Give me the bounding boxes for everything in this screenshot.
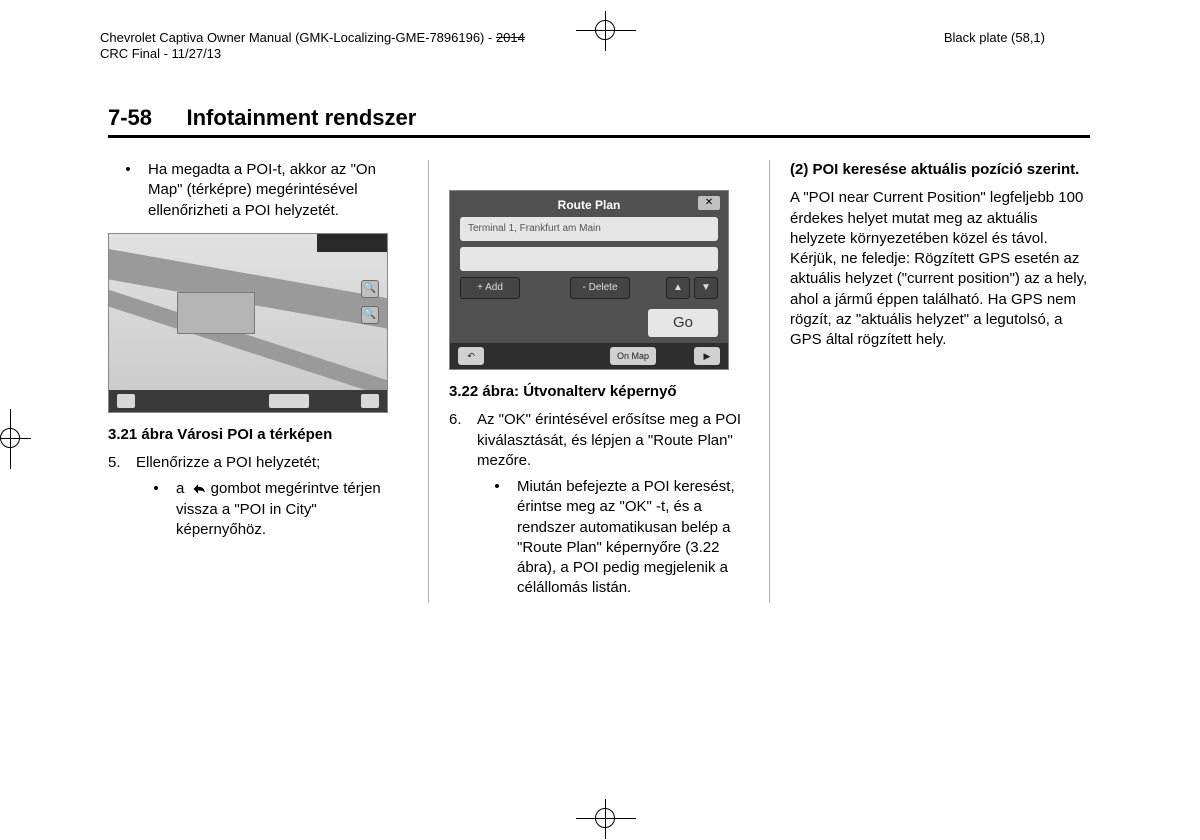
text-pre: a <box>176 480 189 497</box>
route-onmap-button: On Map <box>610 347 656 365</box>
list-item: • Ha megadta a POI-t, akkor az "On Map" … <box>108 160 408 221</box>
print-header-right: Black plate (58,1) <box>944 30 1045 45</box>
figure-caption-3-21: 3.21 ábra Városi POI a térképen <box>108 425 408 445</box>
route-up-button: ▲ <box>666 277 690 299</box>
ok-button <box>361 394 379 408</box>
list-item: • Miután befejezte a POI keresést, érint… <box>477 477 749 599</box>
column-2: Route Plan ✕ Terminal 1, Frankfurt am Ma… <box>449 160 749 603</box>
route-empty-row <box>460 247 718 271</box>
list-number: 6. <box>449 410 477 471</box>
route-delete-button: - Delete <box>570 277 630 299</box>
zoom-in-icon: 🔍 <box>361 280 379 298</box>
figure-caption-3-22: 3.22 ábra: Útvonalterv képernyő <box>449 382 749 402</box>
body-text: A "POI near Current Position" legfeljebb… <box>790 188 1090 350</box>
map-button <box>269 394 309 408</box>
text-post: gombot megérintve térjen vissza a "POI i… <box>176 480 381 538</box>
page-title: Infotainment rendszer <box>187 105 417 130</box>
list-item: • a gombot megérintve térjen vissza a "P… <box>136 479 408 540</box>
route-go-button: Go <box>648 309 718 337</box>
bullet-icon: • <box>108 160 148 221</box>
route-plan-title: Route Plan <box>450 197 728 213</box>
column-separator <box>769 160 770 603</box>
column-separator <box>428 160 429 603</box>
figure-3-21: 🔍 🔍 <box>108 233 388 413</box>
content-area: • Ha megadta a POI-t, akkor az "On Map" … <box>108 160 1090 603</box>
list-text: Ellenőrizze a POI helyzetét; <box>136 453 408 473</box>
bullet-icon: • <box>136 479 176 540</box>
zoom-out-icon: 🔍 <box>361 306 379 324</box>
print-header-text: Chevrolet Captiva Owner Manual (GMK-Loca… <box>100 30 496 45</box>
return-arrow-icon <box>189 482 207 496</box>
page-number: 7-58 <box>108 105 152 130</box>
bullet-text: Miután befejezte a POI keresést, érintse… <box>517 477 749 599</box>
column-3: (2) POI keresése aktuális pozíció szerin… <box>790 160 1090 603</box>
subsection-heading: (2) POI keresése aktuális pozíció szerin… <box>790 160 1090 180</box>
bullet-text: a gombot megérintve térjen vissza a "POI… <box>176 479 408 540</box>
print-header-line2: CRC Final - 11/27/13 <box>100 46 221 61</box>
crop-mark-bottom <box>595 808 615 828</box>
list-item: 5. Ellenőrizze a POI helyzetét; <box>108 453 408 473</box>
crop-mark-top <box>595 20 615 40</box>
print-header-line1: Chevrolet Captiva Owner Manual (GMK-Loca… <box>100 30 525 45</box>
column-1: • Ha megadta a POI-t, akkor az "On Map" … <box>108 160 408 603</box>
bullet-icon: • <box>477 477 517 599</box>
route-destination-row: Terminal 1, Frankfurt am Main <box>460 217 718 241</box>
print-header-year: 2014 <box>496 30 525 45</box>
back-icon <box>117 394 135 408</box>
bullet-text: Ha megadta a POI-t, akkor az "On Map" (t… <box>148 160 408 221</box>
page-header: 7-58 Infotainment rendszer <box>108 105 1090 138</box>
route-down-button: ▼ <box>694 277 718 299</box>
list-number: 5. <box>108 453 136 473</box>
list-text: Az "OK" érintésével erősítse meg a POI k… <box>477 410 749 471</box>
figure-3-22: Route Plan ✕ Terminal 1, Frankfurt am Ma… <box>449 190 729 370</box>
close-icon: ✕ <box>698 196 720 210</box>
crop-mark-left <box>0 428 20 448</box>
route-add-button: + Add <box>460 277 520 299</box>
route-back-button: ↶ <box>458 347 484 365</box>
route-start-button: ▶ <box>694 347 720 365</box>
list-item: 6. Az "OK" érintésével erősítse meg a PO… <box>449 410 749 471</box>
